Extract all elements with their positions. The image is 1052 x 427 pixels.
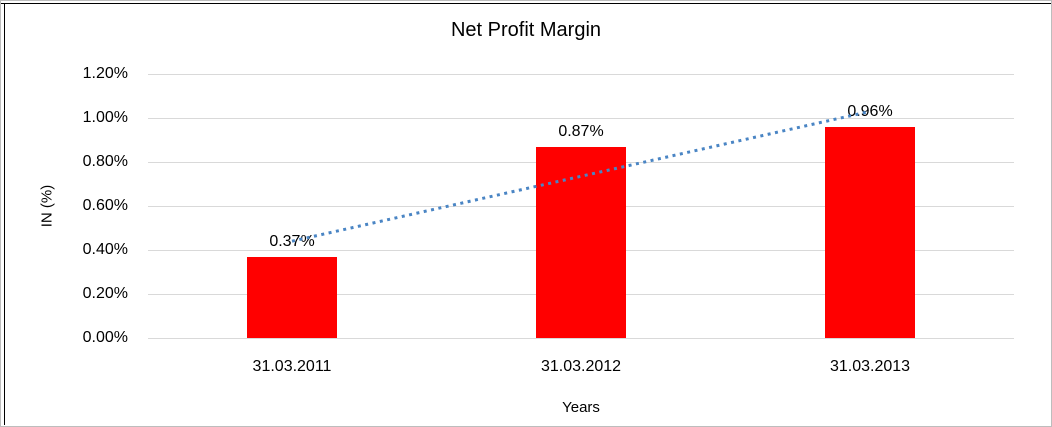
x-axis-title: Years	[562, 399, 600, 416]
gridline	[148, 118, 1014, 119]
plot-area: 0.37% 0.87% 0.96%	[148, 74, 1014, 339]
bar-value-label: 0.87%	[558, 123, 604, 140]
bar	[536, 147, 626, 338]
x-tick-label: 31.03.2012	[540, 358, 622, 375]
bar-value-label: 0.96%	[847, 103, 893, 120]
y-tick-label: 1.20%	[82, 65, 128, 82]
bar-value-label: 0.37%	[269, 233, 315, 250]
gridline	[148, 74, 1014, 75]
y-tick-label: 0.40%	[82, 241, 128, 258]
x-tick-label: 31.03.2013	[829, 358, 911, 375]
y-tick-label: 0.60%	[82, 197, 128, 214]
frame-border-left	[4, 3, 5, 425]
y-tick-label: 1.00%	[82, 109, 128, 126]
gridline	[148, 338, 1014, 339]
y-tick-label: 0.00%	[82, 329, 128, 346]
bar	[247, 257, 337, 338]
trendline	[291, 109, 871, 243]
y-tick-label: 0.20%	[82, 285, 128, 302]
bar	[825, 127, 915, 338]
chart-title: Net Profit Margin	[450, 19, 602, 41]
x-tick-label: 31.03.2011	[252, 358, 332, 375]
y-tick-label: 0.80%	[82, 153, 128, 170]
frame-border-top	[1, 3, 1051, 4]
